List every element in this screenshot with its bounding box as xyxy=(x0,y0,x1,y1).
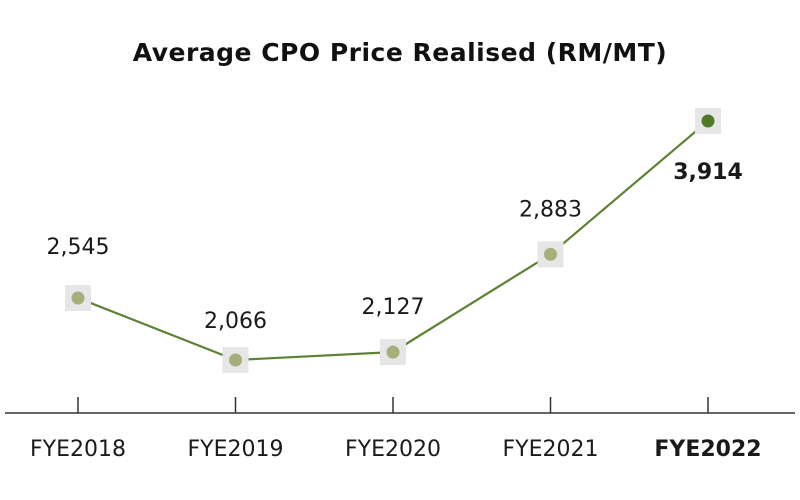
marker-layer xyxy=(65,108,721,373)
data-point xyxy=(701,114,715,128)
data-label: 2,127 xyxy=(362,295,425,320)
data-label: 2,066 xyxy=(204,309,267,334)
x-tick-label: FYE2021 xyxy=(503,437,599,462)
x-axis xyxy=(5,397,795,414)
data-point xyxy=(544,247,557,261)
x-tick-label: FYE2022 xyxy=(654,437,761,462)
data-point xyxy=(229,353,242,367)
data-label: 3,914 xyxy=(673,160,743,185)
chart-title: Average CPO Price Realised (RM/MT) xyxy=(132,38,668,67)
data-point xyxy=(386,345,400,359)
x-tick-label-layer: FYE2018 FYE2019 FYE2020 FYE2021 FYE2022 xyxy=(30,437,762,462)
x-tick-label: FYE2020 xyxy=(345,437,441,462)
x-tick-label: FYE2018 xyxy=(30,437,126,462)
x-tick-label: FYE2019 xyxy=(188,437,284,462)
data-point xyxy=(71,291,85,305)
data-label: 2,883 xyxy=(519,197,582,222)
data-label: 2,545 xyxy=(47,235,110,260)
series-line xyxy=(77,120,709,362)
series-line-layer xyxy=(77,120,709,362)
data-label-layer: 2,545 2,066 2,127 2,883 3,914 xyxy=(47,160,743,334)
